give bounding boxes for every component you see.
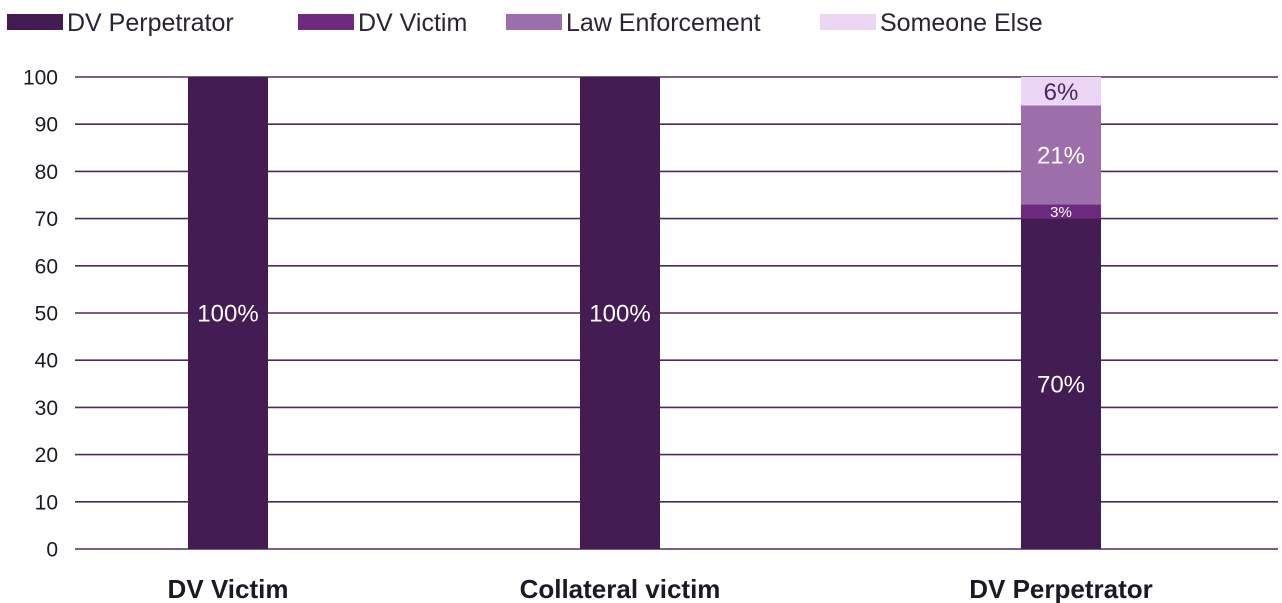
y-tick-label: 0 <box>46 539 58 562</box>
y-axis-ticks: 0 10 20 30 40 50 60 70 80 90 100 <box>23 67 58 562</box>
bar-segment <box>1021 105 1101 205</box>
y-tick-label: 90 <box>35 114 58 137</box>
data-label: 3% <box>1050 204 1072 221</box>
legend-swatch <box>298 14 354 30</box>
y-tick-label: 40 <box>35 350 58 373</box>
y-tick-label: 20 <box>35 444 58 467</box>
data-label: 100% <box>589 301 650 328</box>
bar-segment <box>1021 218 1101 549</box>
y-tick-label: 70 <box>35 208 58 231</box>
data-label: 100% <box>197 301 258 328</box>
legend-swatch <box>506 14 562 30</box>
legend-swatch <box>820 14 876 30</box>
chart-legend: DV Perpetrator DV Victim Law Enforcement So… <box>7 9 1043 37</box>
bar-segment <box>1021 204 1101 219</box>
data-label: 70% <box>1037 371 1085 398</box>
x-category-label: DV Perpetrator <box>969 574 1153 603</box>
legend-label: Law Enforcement <box>566 9 761 37</box>
y-tick-label: 60 <box>35 255 58 278</box>
bar-segment <box>1021 77 1101 106</box>
y-tick-label: 10 <box>35 491 58 514</box>
legend-label: DV Victim <box>358 9 467 37</box>
y-tick-label: 80 <box>35 161 58 184</box>
y-tick-label: 30 <box>35 397 58 420</box>
x-category-label: Collateral victim <box>520 574 721 603</box>
legend-swatch <box>7 14 63 30</box>
x-category-label: DV Victim <box>168 574 289 603</box>
data-label: 21% <box>1037 143 1085 170</box>
x-axis-labels: DV Victim Collateral victim DV Perpetrator <box>168 574 1153 603</box>
data-label: 6% <box>1044 79 1079 106</box>
legend-label: DV Perpetrator <box>67 9 234 37</box>
y-tick-label: 100 <box>23 67 58 90</box>
bar-segment <box>188 77 268 549</box>
chart-bars: 100% 100% 70% 3% 21% 6% <box>188 77 1101 549</box>
y-tick-label: 50 <box>35 303 58 326</box>
bar-segment <box>580 77 660 549</box>
legend-label: Someone Else <box>880 9 1043 37</box>
